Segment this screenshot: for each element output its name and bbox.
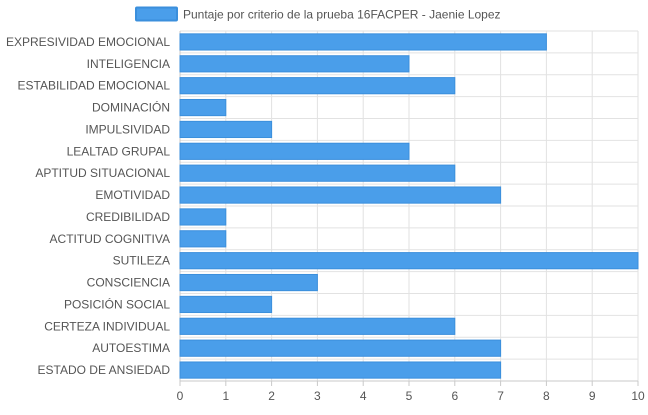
category-label: IMPULSIVIDAD — [85, 122, 170, 136]
category-label: ESTADO DE ANSIEDAD — [38, 363, 171, 377]
category-label: ACTITUD COGNITIVA — [50, 232, 170, 246]
bar[interactable] — [179, 317, 456, 335]
bar[interactable] — [179, 339, 502, 357]
x-tick-label: 4 — [360, 389, 367, 403]
bar[interactable] — [179, 208, 227, 226]
x-tick-label: 6 — [451, 389, 458, 403]
category-label: LEALTAD GRUPAL — [67, 144, 171, 158]
x-tick-label: 9 — [589, 389, 596, 403]
bar[interactable] — [179, 33, 547, 51]
category-label: SUTILEZA — [113, 254, 170, 268]
category-label: POSICIÓN SOCIAL — [64, 296, 170, 311]
bar[interactable] — [179, 230, 227, 248]
x-tick-label: 0 — [177, 389, 184, 403]
category-label: APTITUD SITUACIONAL — [35, 166, 170, 180]
x-tick-label: 10 — [631, 389, 645, 403]
bar[interactable] — [179, 142, 410, 160]
legend-swatch[interactable] — [135, 6, 178, 22]
category-label: CONSCIENCIA — [87, 276, 170, 290]
category-label: CERTEZA INDIVIDUAL — [44, 319, 170, 333]
category-label: AUTOESTIMA — [92, 341, 170, 355]
x-tick-label: 3 — [314, 389, 321, 403]
category-label: DOMINACIÓN — [92, 100, 170, 115]
bar[interactable] — [179, 295, 273, 314]
category-label: INTELIGENCIA — [87, 57, 170, 71]
bar[interactable] — [179, 273, 318, 292]
x-tick-label: 8 — [543, 389, 550, 403]
bar[interactable] — [179, 55, 410, 73]
category-label: ESTABILIDAD EMOCIONAL — [18, 79, 171, 93]
category-labels: EXPRESIVIDAD EMOCIONAL INTELIGENCIA ESTABI… — [6, 35, 170, 377]
category-label: CREDIBILIDAD — [86, 210, 170, 224]
bars — [179, 33, 639, 379]
x-tick-label: 1 — [222, 389, 229, 403]
x-tick-label: 5 — [406, 389, 413, 403]
category-label: EXPRESIVIDAD EMOCIONAL — [6, 35, 170, 49]
bar[interactable] — [179, 164, 456, 182]
grid-lines — [179, 30, 639, 386]
chart-legend[interactable]: Puntaje por criterio de la prueba 16FACP… — [135, 6, 501, 22]
bar[interactable] — [179, 98, 227, 117]
bar[interactable] — [179, 186, 502, 204]
x-tick-label: 7 — [497, 389, 504, 403]
bar[interactable] — [179, 77, 456, 95]
bar[interactable] — [179, 120, 273, 139]
legend-label[interactable]: Puntaje por criterio de la prueba 16FACP… — [183, 8, 501, 22]
x-tick-label: 2 — [268, 389, 275, 403]
bar[interactable] — [179, 361, 502, 379]
bar[interactable] — [179, 252, 639, 270]
category-label: EMOTIVIDAD — [95, 188, 170, 202]
x-axis-tick-labels: 0 1 2 3 4 5 6 7 8 9 10 — [177, 389, 645, 403]
